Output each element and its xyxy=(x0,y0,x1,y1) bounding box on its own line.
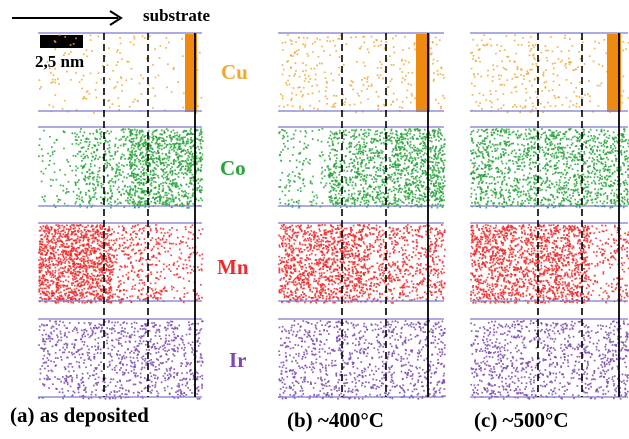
atom-map-c-ir xyxy=(470,320,629,400)
element-label-cu: Cu xyxy=(221,60,248,84)
atom-map-c-mn xyxy=(470,224,629,304)
atom-map-c-co xyxy=(470,128,629,209)
atom-map-a-mn xyxy=(38,224,204,304)
scale-bar xyxy=(40,35,83,48)
atom-map-b-mn xyxy=(278,224,446,304)
panel-b xyxy=(278,32,446,400)
panel-label-a: (a) as deposited xyxy=(10,403,149,427)
atom-map-c-cu xyxy=(470,34,629,114)
panel-label-b: (b) ~400°C xyxy=(287,408,384,432)
atom-map-a-co xyxy=(38,128,204,209)
cu-substrate-c xyxy=(607,34,621,112)
panels xyxy=(38,32,629,400)
panel-a xyxy=(38,32,204,400)
atom-map-b-ir xyxy=(278,320,446,400)
cu-substrate-a xyxy=(185,34,197,112)
atom-map-b-co xyxy=(278,128,446,209)
panel-c xyxy=(470,32,629,400)
element-label-co: Co xyxy=(220,156,246,180)
direction-arrow-icon xyxy=(12,10,123,26)
element-label-mn: Mn xyxy=(217,255,249,279)
atom-map-a-ir xyxy=(38,320,204,400)
element-label-ir: Ir xyxy=(229,348,247,372)
direction-label: substrate xyxy=(143,6,211,25)
panel-label-c: (c) ~500°C xyxy=(474,408,569,432)
scale-label: 2,5 nm xyxy=(35,52,85,71)
cu-substrate-b xyxy=(416,34,430,112)
